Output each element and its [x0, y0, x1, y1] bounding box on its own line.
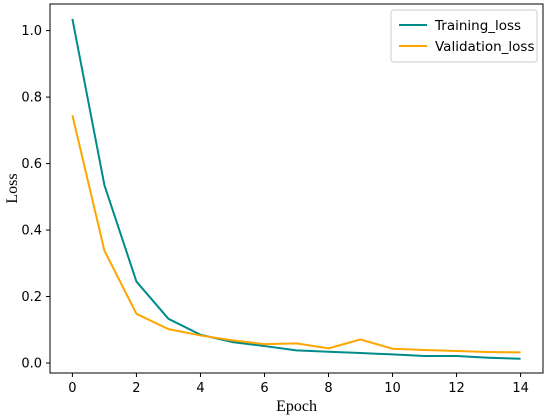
x-tick-label: 8 — [324, 381, 332, 396]
series-line-0 — [71, 18, 521, 360]
y-tick-label: 0.6 — [21, 157, 42, 172]
y-tick-label: 0.2 — [21, 290, 42, 305]
series-layer — [71, 18, 521, 360]
x-axis-label: Epoch — [276, 398, 317, 415]
x-tick-label: 6 — [260, 381, 268, 396]
x-tick-label: 4 — [196, 381, 204, 396]
legend: Training_loss Validation_loss — [390, 9, 538, 63]
plot-area — [49, 3, 544, 374]
series-line-1 — [71, 115, 521, 354]
y-tick-label: 0.4 — [21, 224, 42, 239]
x-tick-label: 2 — [132, 381, 140, 396]
y-tick-label: 1.0 — [21, 24, 42, 39]
y-tick-label: 0.0 — [21, 357, 42, 372]
x-tick-label: 10 — [384, 381, 401, 396]
legend-label-0: Training_loss — [434, 18, 521, 34]
x-tick-label: 0 — [68, 381, 76, 396]
legend-box — [390, 9, 538, 63]
x-tick-label: 14 — [512, 381, 529, 396]
plot-frame — [49, 3, 544, 374]
legend-label-1: Validation_loss — [435, 39, 535, 55]
y-axis-label: Loss — [4, 173, 21, 203]
y-tick-label: 0.8 — [21, 91, 42, 106]
x-tick-label: 12 — [448, 381, 465, 396]
y-axis-ticks: 0.0 0.2 0.4 0.6 0.8 1.0 — [21, 24, 50, 372]
x-axis-ticks: 0 2 4 6 8 10 12 14 — [68, 373, 529, 396]
